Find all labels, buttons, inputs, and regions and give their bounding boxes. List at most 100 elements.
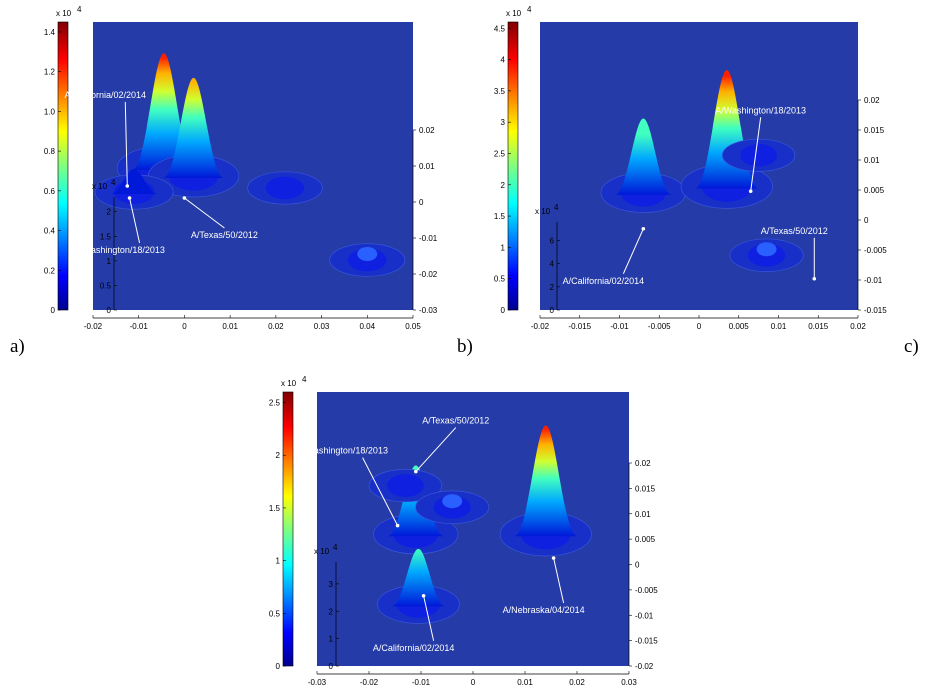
x-axis-tick-label: 0.005 <box>729 322 750 331</box>
y-axis-tick-label: 0.005 <box>864 186 885 195</box>
annotation-label: A/Washington/18/2013 <box>715 105 806 115</box>
annotation-arrow <box>129 197 141 244</box>
density-bump-5 <box>357 247 378 261</box>
density-peak-3 <box>514 425 578 537</box>
chart-panel-1: x 10 400.20.40.60.81.01.21.4x 10 400.511.5… <box>10 5 438 357</box>
colorbar-exponent: x 10 <box>56 9 72 18</box>
inner-axis-tick-label: 0 <box>329 662 334 671</box>
y-axis-tick-label: -0.005 <box>635 586 658 595</box>
annotation-label: A/California/02/2014 <box>373 643 455 653</box>
annotation-arrow <box>415 427 457 472</box>
x-axis-tick-label: 0.02 <box>268 322 284 331</box>
colorbar <box>57 21 69 311</box>
y-axis-tick-label: 0.015 <box>864 126 885 135</box>
density-core-4 <box>740 143 777 167</box>
inner-axis-tick-label: 0 <box>107 306 112 315</box>
y-axis-tick-label: 0.02 <box>419 126 435 135</box>
annotation-label: A/California/02/2014 <box>563 276 645 286</box>
density-peak-1 <box>614 118 672 195</box>
x-axis-tick-label: -0.02 <box>84 322 103 331</box>
inner-axis-exponent-power: 4 <box>554 203 559 212</box>
colorbar <box>282 391 294 667</box>
inner-axis-exponent: x 10 <box>314 547 330 556</box>
colorbar <box>507 21 519 311</box>
density-peak-3 <box>109 168 159 194</box>
y-axis-tick-label: 0.005 <box>635 535 656 544</box>
x-axis-tick-label: 0.02 <box>569 678 585 687</box>
x-axis-tick-label: -0.02 <box>531 322 550 331</box>
density-core-4 <box>265 176 305 200</box>
annotation-arrowhead <box>395 523 400 528</box>
colorbar-tick-label: 1 <box>501 243 506 252</box>
colorbar-tick-label: 2.5 <box>269 399 281 408</box>
colorbar-exponent-power: 4 <box>77 5 82 14</box>
y-axis-tick-label: -0.005 <box>864 246 887 255</box>
inner-axis-tick-label: 0.5 <box>100 281 112 290</box>
panel-label: b) <box>457 336 473 357</box>
x-axis-tick-label: -0.01 <box>130 322 149 331</box>
colorbar-tick-label: 4.5 <box>494 24 506 33</box>
colorbar-tick-label: 1.2 <box>44 68 56 77</box>
x-axis-tick-label: 0 <box>182 322 187 331</box>
y-axis-tick-label: 0 <box>419 198 424 207</box>
colorbar-tick-label: 0.2 <box>44 266 56 275</box>
inner-axis-tick-label: 1 <box>329 635 334 644</box>
annotation-arrow <box>750 117 762 192</box>
y-axis-tick-label: -0.015 <box>635 637 658 646</box>
colorbar-tick-label: 0.4 <box>44 227 56 236</box>
x-axis-tick-label: 0.05 <box>405 322 421 331</box>
y-axis-tick-label: 0.01 <box>635 510 651 519</box>
density-bump-5 <box>442 494 463 509</box>
chart-panel-2: x 10 400.511.522.533.544.5x 10 40246-0.02-… <box>457 5 919 357</box>
y-axis-tick-label: -0.015 <box>864 306 887 315</box>
inner-axis-tick-label: 6 <box>550 237 555 246</box>
colorbar-tick-label: 0 <box>51 306 56 315</box>
colorbar-tick-label: 0.5 <box>494 275 506 284</box>
x-axis-tick-label: 0 <box>697 322 702 331</box>
annotation-label: A/Washington/18/2013 <box>74 245 165 255</box>
colorbar-tick-label: 1.0 <box>44 107 56 116</box>
annotation-arrowhead <box>812 276 817 281</box>
annotation-label: A/California/02/2014 <box>65 90 147 100</box>
inner-axis-tick-label: 1 <box>107 257 112 266</box>
x-axis-tick-label: 0.01 <box>517 678 533 687</box>
y-axis-tick-label: 0.015 <box>635 484 656 493</box>
y-axis-tick-label: 0.02 <box>864 96 880 105</box>
inner-axis-exponent: x 10 <box>535 207 551 216</box>
x-axis-tick-label: 0.02 <box>850 322 866 331</box>
annotation-arrow <box>423 595 435 641</box>
y-axis-tick-label: 0.02 <box>635 459 651 468</box>
annotation-arrowhead <box>125 184 130 188</box>
x-axis-tick-label: 0.03 <box>621 678 637 687</box>
y-axis-tick-label: -0.02 <box>635 662 654 671</box>
y-axis-tick-label: 0 <box>635 561 640 570</box>
inner-axis-tick-label: 0 <box>550 306 555 315</box>
y-axis-tick-label: -0.01 <box>635 611 654 620</box>
density-bump-3 <box>756 242 777 257</box>
annotation-arrow <box>184 197 225 229</box>
colorbar-tick-label: 0 <box>501 306 506 315</box>
annotation-arrowhead <box>551 556 556 560</box>
annotation-arrow <box>362 457 399 526</box>
colorbar-exponent-power: 4 <box>302 375 307 384</box>
colorbar-tick-label: 3.5 <box>494 87 506 96</box>
inner-axis-tick-label: 2 <box>550 283 555 292</box>
density-peak-2 <box>163 77 224 178</box>
annotation-arrowhead <box>421 594 426 598</box>
inner-axis-tick-label: 3 <box>329 580 334 589</box>
colorbar-tick-label: 0.6 <box>44 187 56 196</box>
colorbar-tick-label: 2 <box>501 181 506 190</box>
colorbar-tick-label: 1.5 <box>269 504 281 513</box>
x-axis-tick-label: 0 <box>471 678 476 687</box>
x-axis-tick-label: -0.015 <box>568 322 591 331</box>
panel-label: a) <box>10 336 25 357</box>
colorbar-tick-label: 1.4 <box>44 28 56 37</box>
annotation-label: A/Texas/50/2012 <box>191 230 258 240</box>
y-axis-tick-label: -0.03 <box>419 306 438 315</box>
y-axis-tick-label: 0 <box>864 216 869 225</box>
colorbar-tick-label: 0 <box>276 662 281 671</box>
annotation-arrow <box>622 228 644 274</box>
colorbar-tick-label: 2.5 <box>494 149 506 158</box>
annotation-arrowhead <box>748 189 753 194</box>
